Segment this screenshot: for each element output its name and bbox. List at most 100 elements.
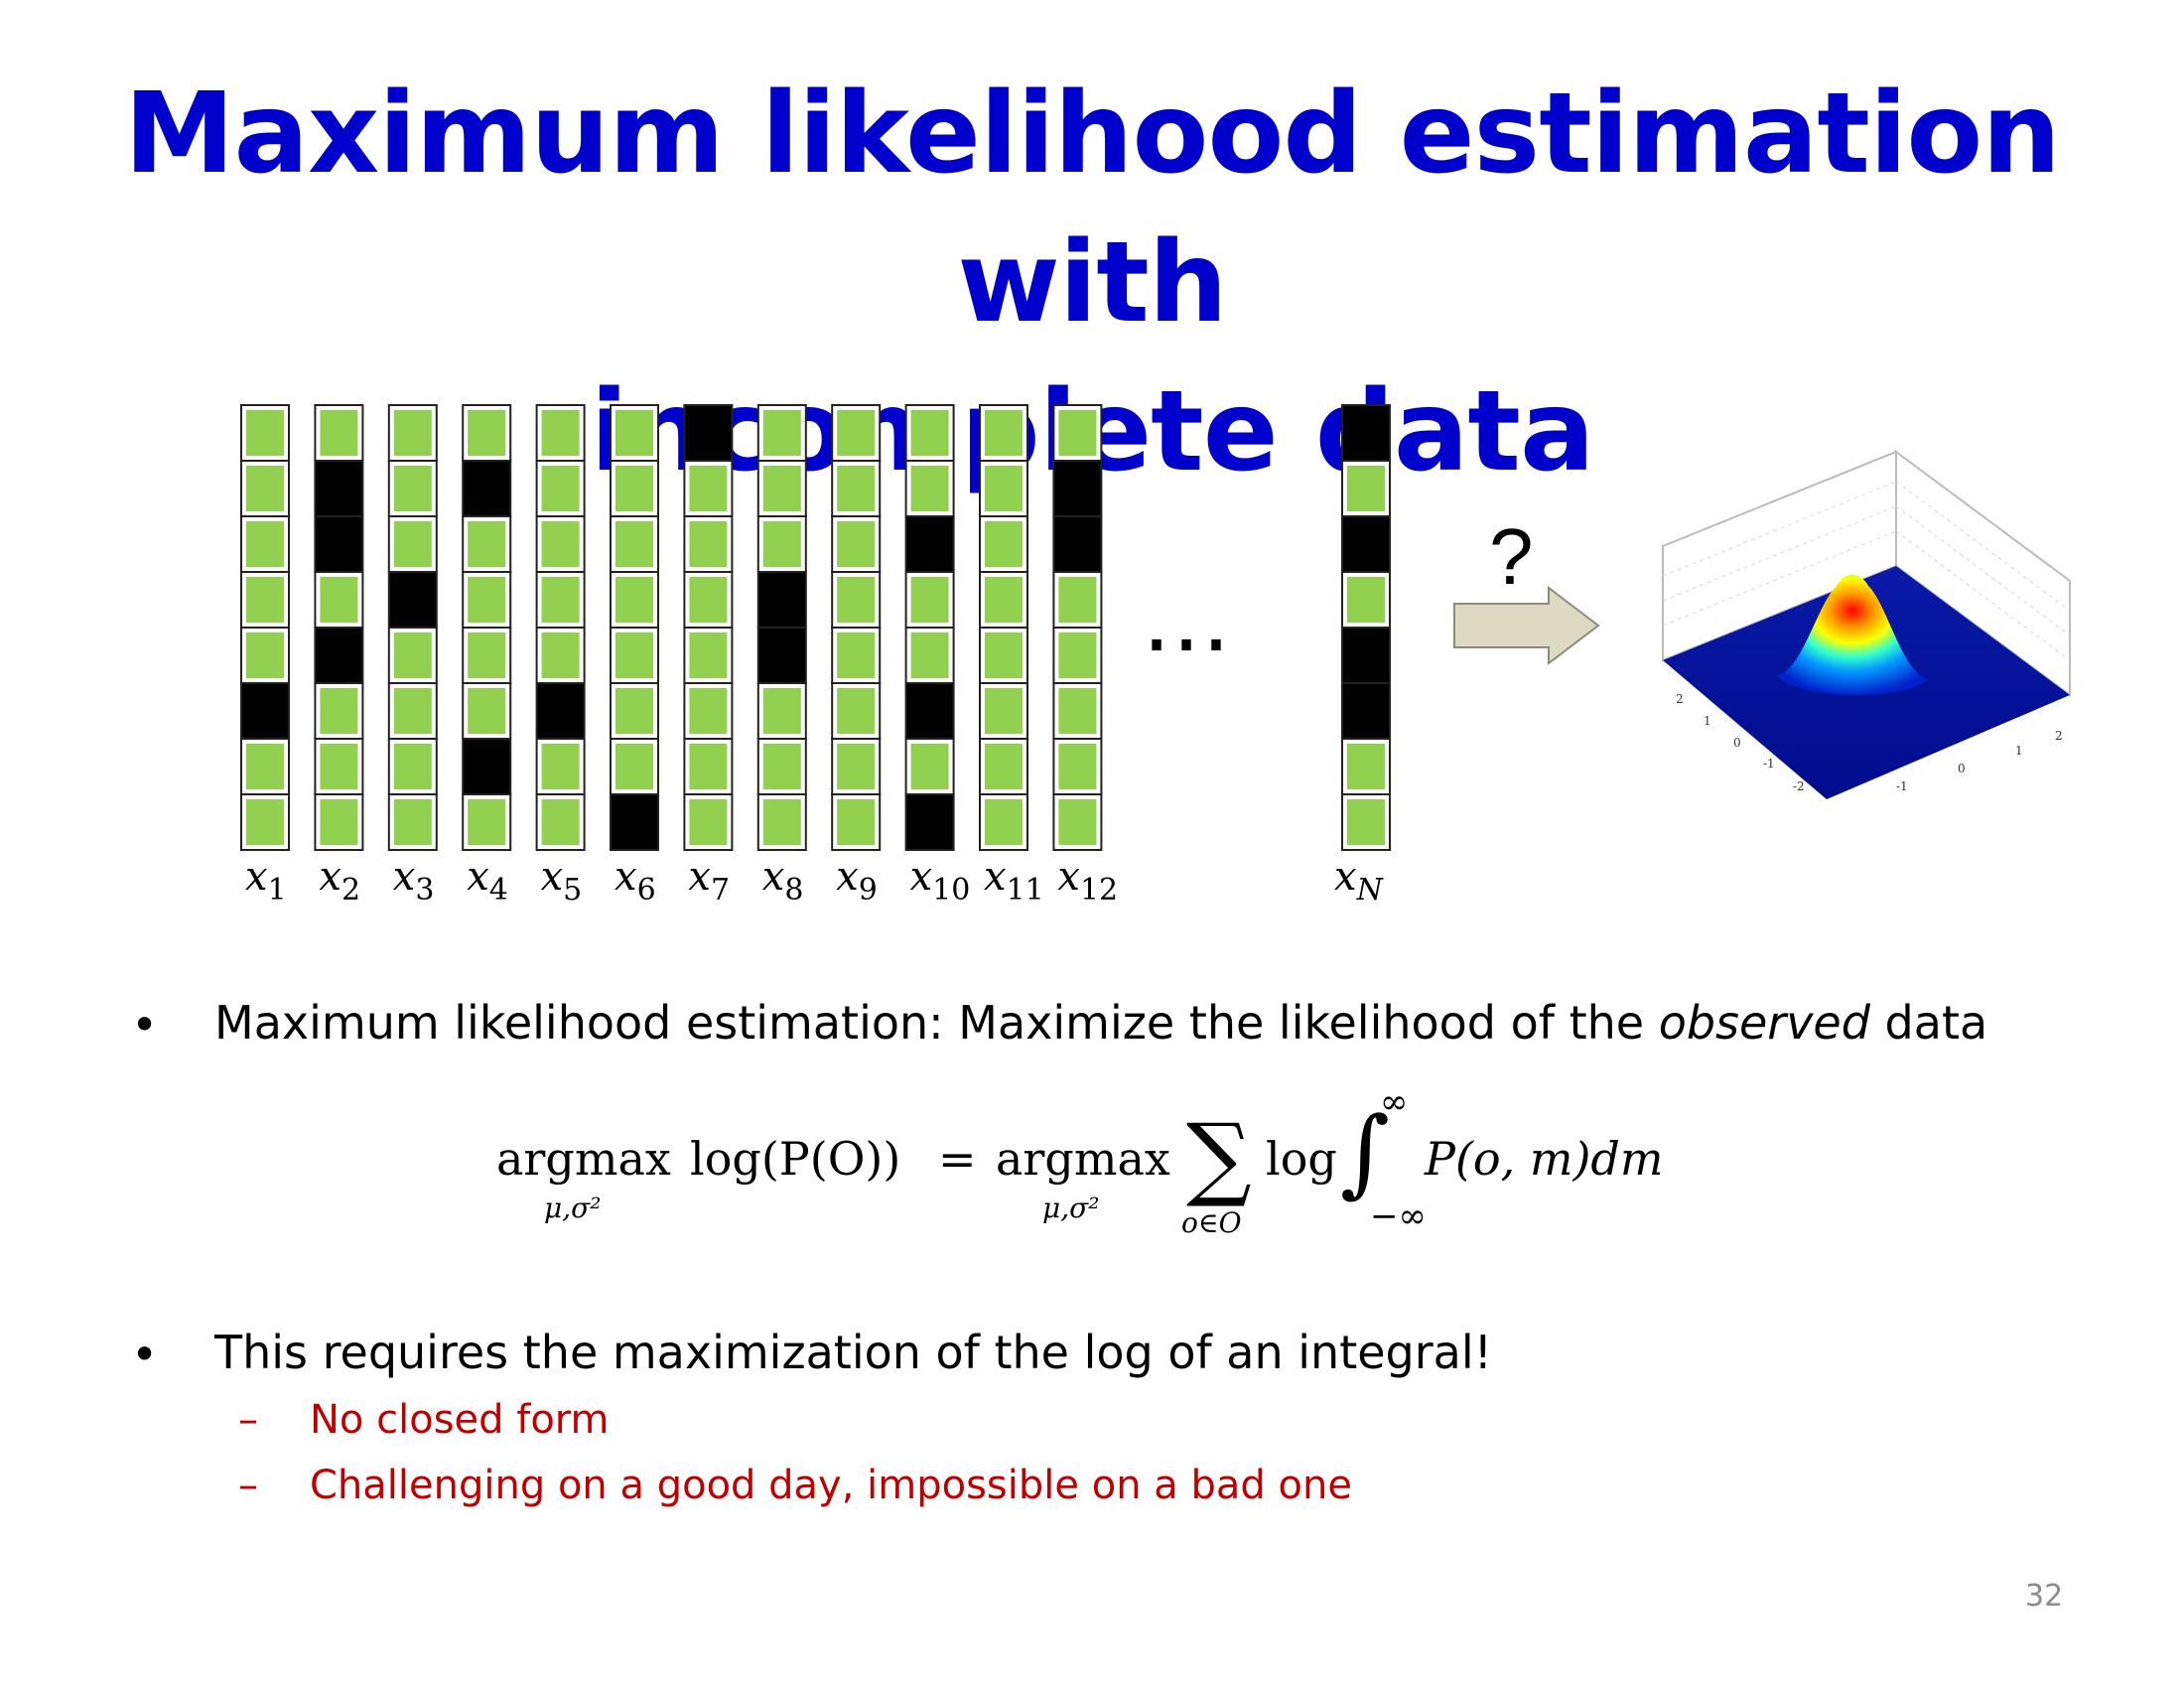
- observed-cell-fill: [541, 466, 580, 511]
- observed-cell-fill: [762, 466, 801, 511]
- page-number: 32: [2025, 1579, 2064, 1614]
- observed-cell-fill: [615, 633, 653, 678]
- observed-cell-fill: [541, 577, 580, 623]
- bullet-text-1: Maximum likelihood estimation: Maximize …: [214, 996, 1987, 1050]
- slide-title: Maximum likelihood estimation with incom…: [0, 60, 2184, 506]
- observed-cell-fill: [1058, 744, 1097, 789]
- observed-cell-fill: [689, 633, 728, 678]
- vector-column-12: [1052, 404, 1103, 851]
- observed-cell-fill: [541, 410, 580, 456]
- observed-cell-fill: [762, 688, 801, 734]
- observed-cell-fill: [837, 744, 876, 789]
- sub-bullet-text-1: No closed form: [310, 1397, 610, 1443]
- missing-cell: [756, 627, 807, 684]
- observed-cell-fill: [246, 744, 284, 789]
- observed-cell-fill: [615, 577, 653, 623]
- observed-cell-fill: [837, 633, 876, 678]
- observed-cell-fill: [837, 521, 876, 567]
- observed-cell-fill: [985, 466, 1023, 511]
- right-arrow-icon: [1453, 585, 1600, 666]
- vector-column-7: [683, 404, 734, 851]
- surface-tick-right: 1: [2015, 744, 2023, 758]
- observed-cell-fill: [910, 577, 949, 623]
- observed-cell-fill: [689, 577, 728, 623]
- observed-cell-fill: [985, 521, 1023, 567]
- observed-cell-fill: [910, 466, 949, 511]
- observed-cell-fill: [762, 744, 801, 789]
- surface-tick-left: -2: [1793, 779, 1805, 793]
- observed-cell-fill: [246, 577, 284, 623]
- observed-cell-fill: [689, 688, 728, 734]
- observed-cell-fill: [1058, 410, 1097, 456]
- eq-rhs-subscript: μ,σ²: [1042, 1192, 1100, 1224]
- observed-cell-fill: [615, 410, 653, 456]
- observed-cell-fill: [320, 688, 358, 734]
- eq-equals: =: [938, 1132, 977, 1186]
- wall-grid-lines: [1662, 481, 2071, 661]
- missing-cell: [462, 738, 512, 795]
- missing-cell: [756, 571, 807, 629]
- observed-cell-fill: [1347, 577, 1385, 623]
- vector-label-5: x5: [541, 854, 583, 908]
- observed-cell-fill: [689, 799, 728, 845]
- title-line-1: Maximum likelihood estimation with: [123, 70, 2061, 348]
- observed-cell-fill: [985, 410, 1023, 456]
- sub-bullet-dash-2: –: [238, 1463, 258, 1508]
- missing-cell: [904, 682, 955, 740]
- observed-cell-fill: [320, 799, 358, 845]
- observed-cell-fill: [246, 799, 284, 845]
- eq-lhs-subscript: μ,σ²: [544, 1192, 602, 1224]
- vector-column-8: [756, 404, 807, 851]
- observed-cell-fill: [541, 521, 580, 567]
- surface-tick-left: -1: [1763, 757, 1775, 771]
- observed-cell-fill: [393, 633, 432, 678]
- observed-cell-fill: [468, 799, 506, 845]
- observed-cell-fill: [1347, 799, 1385, 845]
- observed-cell-fill: [910, 744, 949, 789]
- vector-column-11: [979, 404, 1028, 851]
- data-vectors-figure: x1 x2 x3 x4 x5 x6 x7 x8 x9 x10 x11 x12 xN: [240, 404, 2071, 908]
- missing-cell: [610, 793, 659, 851]
- observed-cell-fill: [246, 466, 284, 511]
- vector-label-10: x10: [910, 854, 971, 908]
- bullet-marker-2: •: [131, 1328, 159, 1381]
- eq-integrand: P(o, m)dm: [1425, 1132, 1664, 1186]
- observed-cell-fill: [393, 410, 432, 456]
- eq-int-lower: −∞: [1370, 1196, 1427, 1236]
- observed-cell-fill: [320, 577, 358, 623]
- observed-cell-fill: [468, 577, 506, 623]
- vector-column-n: [1341, 404, 1391, 851]
- observed-cell-fill: [910, 410, 949, 456]
- eq-log: log: [1266, 1132, 1337, 1186]
- observed-cell-fill: [762, 521, 801, 567]
- observed-cell-fill: [615, 521, 653, 567]
- missing-cell: [904, 515, 955, 573]
- observed-cell-fill: [246, 521, 284, 567]
- missing-cell: [535, 682, 586, 740]
- observed-cell-fill: [615, 688, 653, 734]
- eq-rhs-argmax: argmax: [996, 1132, 1170, 1186]
- observed-cell-fill: [468, 688, 506, 734]
- missing-cell: [240, 682, 290, 740]
- observed-cell-fill: [468, 410, 506, 456]
- vector-label-9: x9: [836, 854, 878, 908]
- observed-cell-fill: [393, 688, 432, 734]
- missing-cell: [462, 460, 512, 517]
- vector-column-2: [314, 404, 364, 851]
- observed-cell-fill: [985, 688, 1023, 734]
- surface-tick-left: 1: [1704, 714, 1711, 728]
- surface-tick-right: -1: [1896, 779, 1908, 793]
- observed-cell-fill: [762, 410, 801, 456]
- observed-cell-fill: [1347, 466, 1385, 511]
- surface-tick-right: 2: [2055, 729, 2063, 743]
- observed-cell-fill: [837, 466, 876, 511]
- eq-sum-subscript: o∈O: [1181, 1206, 1242, 1239]
- vector-column-6: [610, 404, 659, 851]
- eq-lhs-body: log(P(O)): [690, 1132, 901, 1186]
- observed-cell-fill: [837, 577, 876, 623]
- observed-cell-fill: [689, 744, 728, 789]
- observed-cell-fill: [541, 633, 580, 678]
- missing-cell: [1341, 682, 1391, 740]
- observed-cell-fill: [689, 521, 728, 567]
- observed-cell-fill: [541, 799, 580, 845]
